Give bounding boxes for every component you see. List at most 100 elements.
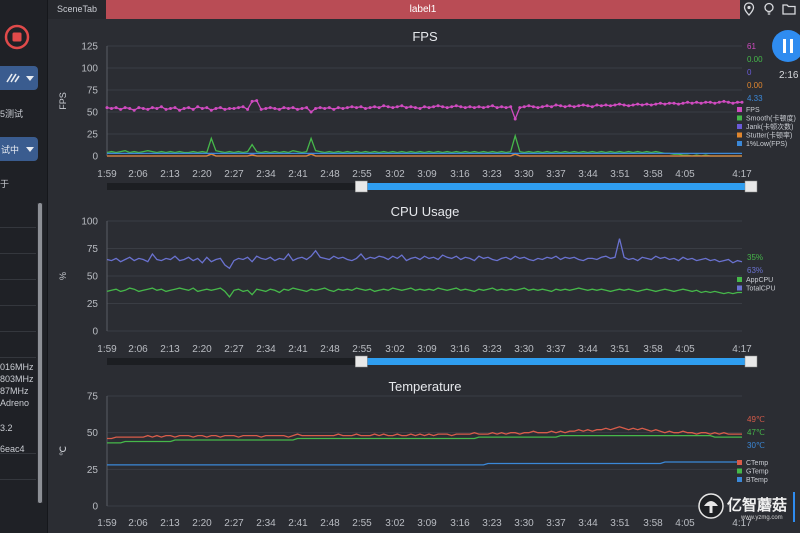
toolbar-icons	[742, 2, 800, 16]
fps-point	[345, 106, 349, 110]
fps-point	[550, 105, 553, 109]
chart-title: FPS	[412, 29, 438, 44]
fps-point	[695, 100, 699, 104]
x-tick-label: 4:17	[732, 169, 752, 180]
legend-swatch	[737, 285, 742, 291]
fps-point	[590, 105, 594, 109]
fps-point	[627, 104, 631, 108]
info-line: 87MHz	[0, 386, 29, 396]
fps-point	[146, 107, 150, 111]
watermark-brand: 亿智蘑菇	[727, 496, 787, 514]
fps-point	[468, 105, 472, 109]
legend-swatch	[737, 115, 742, 121]
range-handle-right[interactable]	[744, 180, 758, 193]
fps-point	[296, 107, 299, 111]
range-selection[interactable]	[361, 358, 751, 365]
fps-point	[327, 106, 331, 110]
legend-swatch	[737, 468, 742, 474]
series-line-1	[107, 434, 742, 444]
tab-scene[interactable]: SceneTab	[48, 0, 106, 19]
legend-swatch	[737, 132, 742, 138]
chart-title: Temperature	[389, 379, 462, 394]
fps-point	[681, 101, 685, 105]
x-tick-label: 2:41	[288, 344, 308, 355]
y-tick-label: 25	[87, 465, 99, 476]
y-tick-label: 125	[81, 42, 98, 53]
fps-point	[223, 107, 227, 111]
test-status-dropdown[interactable]: 试中	[0, 137, 38, 161]
fps-point	[382, 104, 386, 108]
fps-point	[740, 100, 744, 104]
y-axis-label: %	[58, 272, 68, 280]
folder-icon[interactable]	[782, 2, 796, 16]
device-link-icon	[6, 73, 20, 83]
x-tick-label: 3:09	[417, 518, 437, 529]
fps-point	[123, 106, 127, 110]
legend-label: GTemp	[746, 469, 769, 476]
fps-point	[132, 108, 136, 112]
series-line-2	[107, 461, 742, 466]
sidebar-scrollbar[interactable]	[37, 203, 43, 503]
fps-point	[599, 104, 603, 108]
fps-point	[586, 104, 590, 108]
x-tick-label: 2:55	[352, 518, 372, 529]
test-label: 5测试	[0, 109, 24, 119]
range-handle-right[interactable]	[744, 355, 758, 368]
fps-point	[595, 103, 599, 107]
legend-label: FPS	[746, 107, 760, 114]
range-handle-left[interactable]	[355, 180, 368, 193]
fps-point	[581, 103, 585, 107]
current-value: 0.00	[747, 55, 763, 64]
current-value: 61	[747, 42, 756, 51]
fps-point	[413, 106, 417, 110]
fps-point	[704, 100, 708, 104]
x-tick-label: 3:09	[417, 169, 437, 180]
fps-point	[241, 105, 245, 109]
x-tick-label: 3:37	[546, 169, 566, 180]
fps-point	[391, 106, 395, 110]
fps-point	[540, 105, 544, 109]
fps-point	[178, 108, 182, 112]
series-line-1	[106, 133, 742, 157]
legend-swatch	[737, 477, 742, 482]
fps-point	[491, 104, 494, 108]
fps-point	[545, 104, 549, 108]
fps-point	[173, 106, 177, 110]
range-handle-left[interactable]	[355, 355, 368, 368]
scrollbar-thumb[interactable]	[38, 203, 42, 503]
device-select-dropdown[interactable]	[0, 66, 38, 90]
fps-point	[432, 105, 436, 109]
fps-point	[128, 107, 132, 110]
x-tick-label: 3:23	[482, 169, 502, 180]
fps-point	[504, 106, 508, 110]
legend-label: 1%Low(FPS)	[746, 141, 787, 148]
legend-label: AppCPU	[746, 277, 773, 284]
device-info-list	[0, 203, 36, 503]
fps-point	[572, 105, 576, 109]
fps-point	[205, 106, 209, 110]
x-tick-label: 3:02	[385, 344, 405, 355]
fps-point	[164, 107, 168, 111]
sidebar-label-2: 于	[0, 179, 10, 189]
legend-swatch	[737, 141, 742, 146]
fps-point	[672, 101, 676, 105]
fps-point	[159, 105, 163, 109]
fps-point	[355, 106, 358, 110]
x-tick-label: 3:58	[643, 518, 663, 529]
range-selection[interactable]	[361, 183, 751, 190]
location-pin-icon[interactable]	[742, 2, 756, 16]
lightbulb-icon[interactable]	[762, 2, 776, 16]
y-tick-label: 25	[87, 299, 99, 310]
pause-button[interactable]	[772, 30, 800, 62]
fps-point	[228, 107, 231, 110]
fps-point	[332, 107, 336, 111]
info-line: 3.2	[0, 423, 13, 433]
x-tick-label: 2:27	[224, 518, 244, 529]
elapsed-time: 2:16	[779, 70, 799, 81]
record-stop-icon[interactable]	[2, 22, 32, 52]
fps-point	[618, 102, 621, 106]
x-tick-label: 3:44	[578, 518, 598, 529]
tab-label1[interactable]: label1	[106, 0, 740, 19]
fps-point	[563, 105, 567, 109]
fps-point	[486, 105, 490, 109]
